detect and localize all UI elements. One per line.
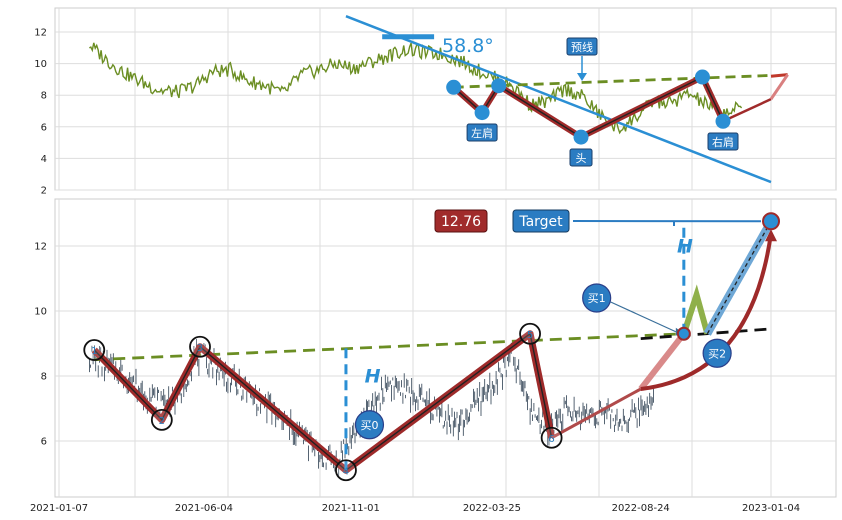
x-tick-label: 2022-08-24 [612,503,670,514]
neckline-label-box [566,37,598,56]
top-pattern-node [694,69,710,85]
target-label: Target [512,209,570,233]
angle-label: 58.8° [442,35,494,57]
top-neckline [453,74,772,89]
top-ytick-label: 8 [41,91,47,102]
top-pattern-node [446,79,462,95]
head-label-box [569,148,593,167]
bottom-proj-blue-core [706,220,772,335]
trend-line [345,15,772,184]
top-price-line [89,42,743,135]
bottom-curve-arrow-head [765,229,777,242]
top-pattern-node [491,78,507,94]
pattern-point-label: 5 [527,330,533,341]
target-node [762,212,780,231]
bottom-pattern-core [93,332,553,472]
buy-point-circle [582,283,612,313]
bottom-proj-seg-2 [638,331,687,391]
target-label-text: Target [518,214,563,230]
right-shoulder-label-text: 右肩 [712,135,734,149]
top-red-tail-2 [769,73,789,100]
pattern-point-1: 1 [83,339,106,361]
left-shoulder-label: 左肩 [466,123,498,142]
pattern-point-5: 5 [519,322,541,345]
buy-point-circle [702,338,732,368]
top-ytick-label: 6 [41,122,47,133]
pattern-point-3: 3 [189,335,211,358]
pattern-point-label: 2 [159,416,165,427]
pattern-point-circle [540,426,563,449]
left-shoulder-label-text: 左肩 [471,126,493,140]
top-pattern-node [715,113,731,129]
pattern-point-label: 6 [548,434,554,445]
buy-point-2: 买2 [702,338,732,368]
bottom-ytick-label: 8 [41,372,47,383]
neckline-label: 预线 [566,37,598,56]
bottom-ytick-label: 10 [34,307,47,318]
neckline-pointer-head [577,73,587,81]
bottom-curve-arrow [640,233,773,391]
buy-point-0: 买0 [354,410,385,440]
left-shoulder-label-box [466,123,498,142]
x-tick-label: 2021-01-07 [30,503,88,514]
x-tick-label: 2021-06-04 [175,503,233,514]
h-label-0: H [365,366,381,388]
bottom-proj-seg-1 [550,387,642,440]
pattern-point-4: 4 [335,459,357,482]
price-label-text: 12.76 [441,214,481,230]
pattern-point-circle [189,335,211,358]
head-label-text: 头 [576,152,587,165]
pattern-point-circle [335,459,357,482]
pattern-point-circle [83,339,106,361]
pattern-point-6: 6 [540,426,563,449]
top-ytick-label: 10 [34,59,47,70]
top-pattern-node [474,105,490,121]
pattern-point-label: 1 [91,346,97,357]
pattern-point-circle [150,408,173,431]
pattern-point-circle [519,322,541,345]
buy-point-label: 买1 [588,292,606,305]
pattern-point-2: 2 [150,408,173,431]
top-ytick-label: 4 [41,154,47,165]
buy-point-circle [354,410,385,440]
head-label: 头 [569,148,593,167]
buy1-pointer [610,301,677,333]
bottom-ytick-label: 12 [34,242,47,253]
top-red-tail [770,73,788,78]
top-pattern-node [573,129,589,145]
right-shoulder-label-box [707,132,739,151]
buy-point-1: 买1 [582,283,612,313]
h-label-1: H [677,236,693,258]
bottom-proj-green [680,284,711,335]
top-ytick-label: 12 [34,28,47,39]
x-tick-label: 2023-01-04 [742,503,800,514]
price-label: 12.76 [434,209,488,233]
buy-point-label: 买2 [708,347,726,360]
pattern-point-label: 4 [343,466,349,477]
x-tick-label: 2021-11-01 [322,503,380,514]
bottom-ytick-label: 6 [41,437,47,448]
right-shoulder-label: 右肩 [707,132,739,151]
neckline-label-text: 预线 [571,40,593,54]
pattern-point-label: 3 [197,343,203,354]
target-label-box [512,209,570,233]
top-ytick-label: 2 [41,186,47,197]
top-projection-line [722,98,772,123]
breakout-node [676,326,691,341]
x-tick-label: 2022-03-25 [463,503,521,514]
buy-point-label: 买0 [360,419,378,432]
price-label-box [434,209,488,233]
